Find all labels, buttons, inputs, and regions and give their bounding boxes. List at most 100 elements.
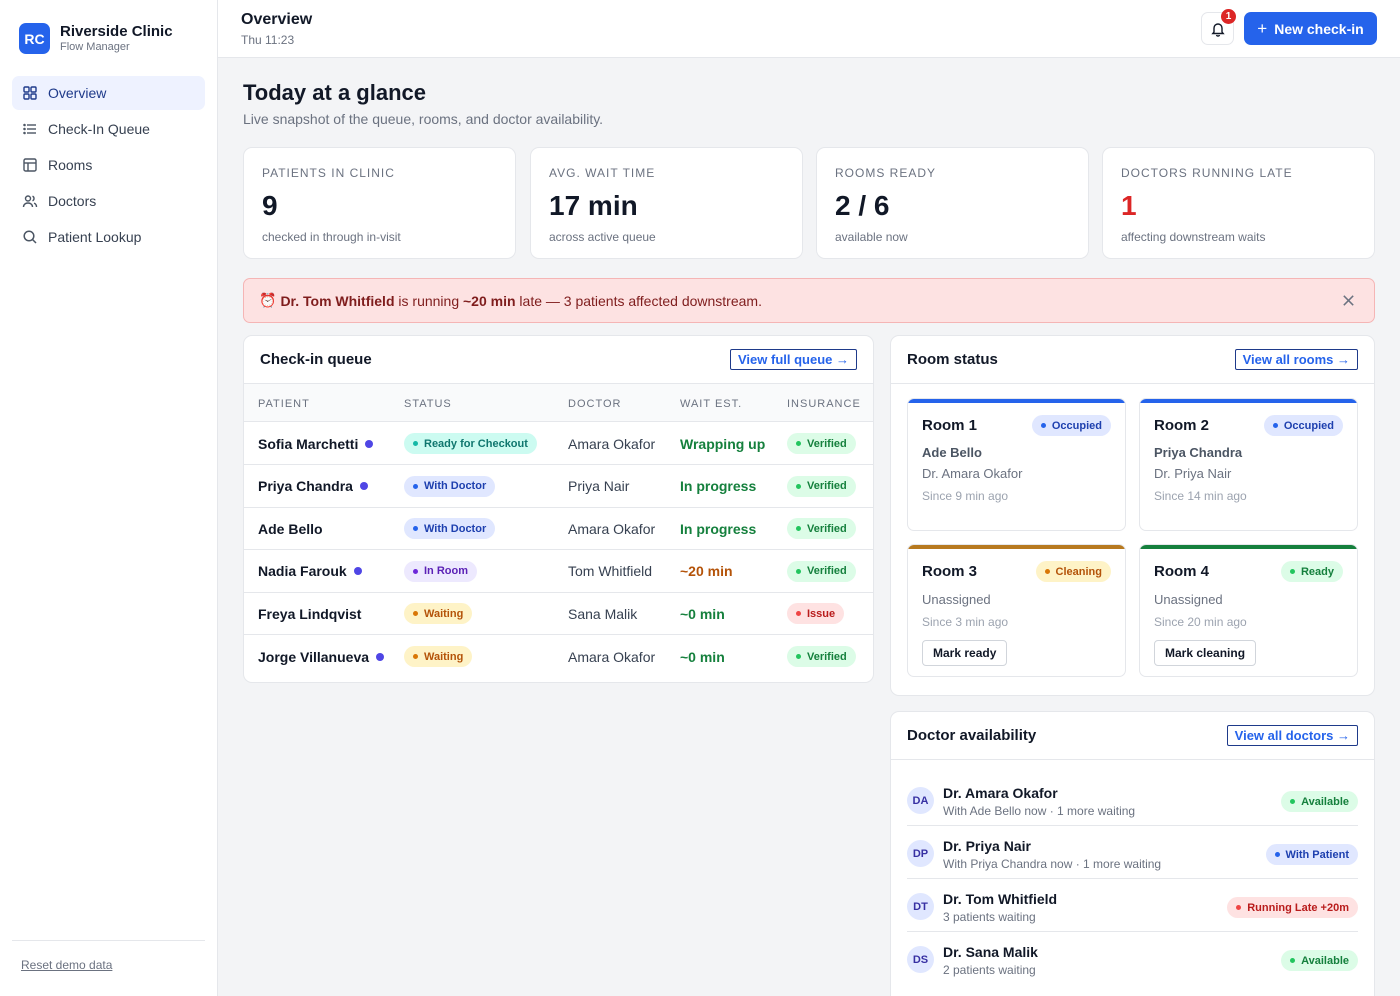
column-header: INSURANCE	[787, 398, 861, 410]
room-status-badge: Occupied	[1031, 415, 1111, 436]
wait-estimate: In progress	[680, 478, 757, 495]
grid-icon	[23, 86, 37, 100]
sidebar-item-overview[interactable]: Overview	[12, 76, 205, 110]
room-name: Room 1	[922, 417, 978, 434]
room-status-bar	[1140, 399, 1357, 403]
notifications-button[interactable]	[1201, 12, 1234, 45]
table-row[interactable]: Sofia Marchetti Ready for Checkout Amara O…	[244, 422, 873, 465]
new-check-in-button[interactable]: + New check-in	[1244, 12, 1377, 45]
wait-estimate: In progress	[680, 520, 757, 537]
doctor-row[interactable]: DA Dr. Amara Okafor With Ade Bello now · 1…	[907, 773, 1358, 826]
table-row[interactable]: Jorge Villanueva Waiting Amara Okafor ~0 mi…	[244, 635, 873, 678]
insurance-badge: Verified	[787, 560, 856, 582]
status-dot-icon	[796, 526, 801, 532]
sidebar-item-label: Patient Lookup	[48, 229, 142, 245]
sidebar-item-patient-lookup[interactable]: Patient Lookup	[12, 220, 205, 254]
doctor-name: Amara Okafor	[568, 520, 656, 537]
table-row[interactable]: Nadia Farouk In Room Tom Whitfield ~20 min V…	[244, 550, 873, 593]
reset-demo-link[interactable]: Reset demo data	[21, 958, 113, 972]
sidebar-item-doctors[interactable]: Doctors	[12, 184, 205, 218]
brand-logo: RC	[19, 23, 50, 54]
room-name: Room 3	[922, 563, 978, 580]
patient-name[interactable]: Freya Lindqvist	[258, 605, 362, 622]
status-dot-icon	[413, 483, 418, 489]
patient-name[interactable]: Ade Bello	[258, 520, 323, 537]
status-badge: In Room	[404, 560, 477, 582]
room-card[interactable]: Room 3 Cleaning Unassigned Since 3 min ago M…	[907, 544, 1126, 677]
topbar: Overview Thu 11:23 1 + New check-in	[218, 0, 1400, 58]
unread-dot-icon	[359, 482, 368, 491]
sidebar-item-rooms[interactable]: Rooms	[12, 148, 205, 182]
brand: RC Riverside Clinic Flow Manager	[19, 23, 173, 54]
room-status-badge: Occupied	[1263, 415, 1343, 436]
alert-delay: ~20 min	[463, 292, 516, 309]
column-header: WAIT EST.	[680, 398, 743, 410]
view-all-rooms-button[interactable]: View all rooms →	[1234, 349, 1358, 370]
status-dot-icon	[796, 568, 801, 574]
wait-estimate: ~0 min	[680, 605, 725, 622]
stat-value: 9	[262, 190, 278, 221]
status-badge: With Doctor	[404, 475, 496, 497]
status-dot-icon	[796, 483, 801, 489]
doctor-detail: With Priya Chandra now · 1 more waiting	[943, 857, 1162, 871]
close-icon[interactable]	[1341, 293, 1356, 308]
stat-label: Patients in clinic	[262, 166, 395, 180]
doctor-row[interactable]: DP Dr. Priya Nair With Priya Chandra now ·…	[907, 826, 1358, 879]
doctor-row[interactable]: DT Dr. Tom Whitfield 3 patients waiting Run…	[907, 879, 1358, 932]
status-dot-icon	[796, 654, 801, 659]
sidebar-item-label: Rooms	[48, 157, 93, 173]
room-since: Since 20 min ago	[1154, 615, 1247, 629]
room-doctor: Dr. Amara Okafor	[922, 466, 1023, 481]
doctor-name: Dr. Priya Nair	[943, 838, 1031, 854]
mark-ready-button[interactable]: Mark ready	[922, 640, 1008, 666]
doctor-name: Priya Nair	[568, 478, 630, 495]
sidebar: RC Riverside Clinic Flow Manager Overvie…	[0, 0, 218, 996]
avatar: DP	[907, 840, 934, 867]
room-card[interactable]: Room 4 Ready Unassigned Since 20 min ago Mar…	[1139, 544, 1358, 677]
table-row[interactable]: Ade Bello With Doctor Amara Okafor In progr…	[244, 507, 873, 551]
table-row[interactable]: Priya Chandra With Doctor Priya Nair In pro…	[244, 465, 873, 508]
patient-name[interactable]: Nadia Farouk	[258, 563, 347, 580]
column-header: STATUS	[404, 398, 452, 410]
doctor-detail: 3 patients waiting	[943, 910, 1036, 924]
availability-badge: Available	[1281, 950, 1358, 971]
status-badge: Waiting	[404, 603, 473, 625]
layout-icon	[23, 158, 37, 172]
search-icon	[23, 230, 37, 244]
status-dot-icon	[1044, 569, 1050, 574]
stat-note: across active queue	[549, 230, 656, 244]
new-check-in-label: New check-in	[1274, 20, 1364, 37]
view-all-doctors-button[interactable]: View all doctors →	[1226, 725, 1358, 746]
page-title: Today at a glance	[243, 80, 426, 105]
check-in-queue-panel: Check-in queue View full queue → PATIENT…	[243, 335, 874, 683]
room-patient: Ade Bello	[922, 445, 982, 460]
status-dot-icon	[413, 654, 418, 659]
doctor-detail: 2 patients waiting	[943, 963, 1036, 977]
room-card[interactable]: Room 1 Occupied Ade Bello Dr. Amara Okafor S…	[907, 398, 1126, 531]
status-dot-icon	[1274, 852, 1280, 857]
view-full-queue-button[interactable]: View full queue →	[729, 349, 857, 370]
room-status-bar	[908, 399, 1125, 403]
sidebar-item-check-in-queue[interactable]: Check-In Queue	[12, 112, 205, 146]
status-dot-icon	[1290, 958, 1296, 963]
sidebar-item-label: Overview	[48, 85, 107, 101]
patient-name[interactable]: Jorge Villanueva	[258, 648, 370, 665]
patient-name[interactable]: Priya Chandra	[258, 478, 353, 495]
mark-cleaning-button[interactable]: Mark cleaning	[1154, 640, 1257, 666]
users-icon	[22, 195, 38, 208]
brand-name: Riverside Clinic	[60, 23, 173, 40]
room-patient: Unassigned	[1154, 592, 1223, 607]
room-card[interactable]: Room 2 Occupied Priya Chandra Dr. Priya Nai…	[1139, 398, 1358, 531]
plus-icon: +	[1257, 19, 1268, 38]
patient-name[interactable]: Sofia Marchetti	[258, 435, 359, 452]
room-name: Room 4	[1154, 563, 1210, 580]
doctor-name: Amara Okafor	[568, 648, 656, 665]
doctor-detail: With Ade Bello now · 1 more waiting	[943, 804, 1136, 818]
current-time: Thu 11:23	[241, 33, 295, 47]
table-row[interactable]: Freya Lindqvist Waiting Sana Malik ~0 min Is…	[244, 592, 873, 636]
stat-label: Rooms ready	[835, 166, 937, 180]
doctor-row[interactable]: DS Dr. Sana Malik 2 patients waiting Availa…	[907, 932, 1358, 985]
list-icon	[23, 123, 36, 135]
stat-value: 2 / 6	[835, 190, 890, 221]
stat-label: Avg. wait time	[549, 166, 656, 180]
